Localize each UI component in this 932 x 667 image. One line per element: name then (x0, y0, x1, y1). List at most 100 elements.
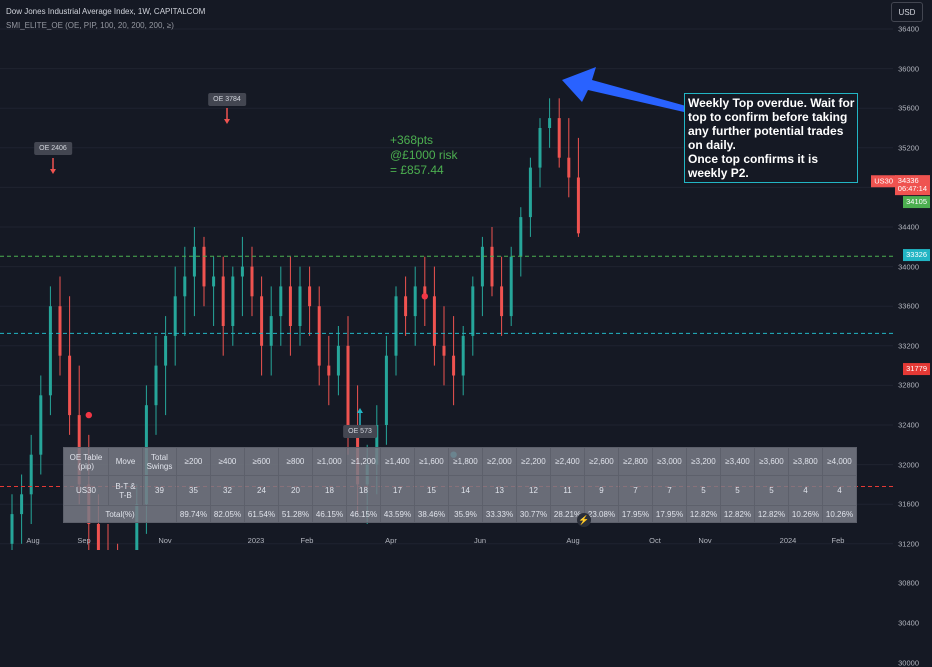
swing-count-cell: 14 (448, 475, 483, 506)
swing-percent-cell: 51.28% (278, 505, 313, 523)
swing-count-cell: 7 (652, 475, 687, 506)
swing-percent-cell: 43.59% (380, 505, 415, 523)
level-header-cell: ≥2,800 (618, 447, 653, 476)
candle-body (164, 335, 168, 366)
candle-body (442, 345, 446, 356)
candle (202, 236, 206, 307)
candle-body (288, 286, 292, 326)
level-header-cell: ≥4,000 (822, 447, 857, 476)
candle (107, 524, 109, 550)
candle (39, 375, 43, 475)
candle (308, 266, 312, 336)
candle-body (183, 276, 187, 297)
level-header-cell: ≥3,800 (788, 447, 823, 476)
swing-count-cell: 4 (788, 475, 823, 506)
candle-body (192, 246, 196, 277)
candle (29, 434, 33, 524)
currency-button[interactable]: USD (891, 2, 923, 22)
level-header-cell: ≥2,200 (516, 447, 551, 476)
swing-count-cell: 18 (312, 475, 347, 506)
price-tick-label: 30400 (898, 618, 919, 628)
swing-count-cell: 9 (584, 475, 619, 506)
candle-body (250, 266, 254, 297)
time-tick-label: Jun (473, 536, 487, 545)
level-header-cell: ≥1,200 (346, 447, 381, 476)
candle (490, 227, 494, 297)
lightning-icon[interactable]: ⚡ (577, 513, 591, 527)
note-line-4: on daily. (688, 138, 736, 152)
symbol-cell: US30 (63, 475, 109, 506)
level-header-cell: ≥1,000 (312, 447, 347, 476)
candle (240, 236, 244, 317)
oe-573-label: OE 573 (343, 425, 377, 438)
swing-count-cell: 4 (822, 475, 857, 506)
candle-body (538, 128, 542, 168)
oe-2406-label: OE 2406 (34, 142, 72, 155)
candle (480, 236, 484, 317)
level-header-cell: ≥2,000 (482, 447, 517, 476)
chart-title: Dow Jones Industrial Average Index, 1W, … (6, 7, 206, 16)
price-tick-label: 32400 (898, 420, 919, 430)
level-header-cell: ≥3,600 (754, 447, 789, 476)
candle (10, 494, 14, 550)
candle-body (173, 296, 177, 336)
level-header-cell: ≥3,200 (686, 447, 721, 476)
swing-percent-cell: 17.95% (652, 505, 687, 523)
candle-body (432, 296, 436, 346)
symbol-tag: US30 (871, 175, 896, 187)
candle (117, 543, 119, 550)
level-header-cell: ≥200 (176, 447, 211, 476)
candle-body (471, 286, 475, 336)
candle-body (68, 355, 72, 416)
note-line-2: top to confirm before taking (688, 110, 848, 124)
candle (58, 276, 62, 376)
swing-count-cell: 35 (176, 475, 211, 506)
candle (336, 326, 340, 396)
candle (68, 296, 72, 435)
candle (164, 316, 168, 416)
swing-percent-cell: 12.82% (720, 505, 755, 523)
swing-count-cell: 5 (754, 475, 789, 506)
candle-body (327, 365, 331, 376)
price-tick-label: 35600 (898, 103, 919, 113)
profit-amount: = £857.44 (390, 163, 444, 177)
level-header-cell: ≥2,400 (550, 447, 585, 476)
swing-count-cell: 15 (414, 475, 449, 506)
candle (221, 256, 225, 356)
price-tick-label: 34000 (898, 262, 919, 272)
candle (279, 266, 283, 346)
candle (548, 98, 552, 148)
note-line-5: Once top confirms it is (688, 152, 819, 166)
swing-count-cell: 24 (244, 475, 279, 506)
current-price-tag: 34336 06:47:14 (894, 175, 930, 195)
swing-count-cell: 5 (720, 475, 755, 506)
swing-count-cell: 18 (346, 475, 381, 506)
time-tick-label: Nov (158, 536, 172, 545)
swing-count-cell: 5 (686, 475, 721, 506)
candle (173, 266, 177, 366)
candle-body (557, 118, 561, 158)
candle-body (404, 296, 408, 317)
candle-body (269, 316, 273, 346)
candle (384, 335, 388, 445)
oe-table-header-cell: OE Table (pip) (63, 447, 109, 476)
candle (183, 246, 187, 336)
swing-count-cell: 11 (550, 475, 585, 506)
candle-body (548, 118, 552, 128)
swing-count-cell: 17 (380, 475, 415, 506)
candle-body (576, 177, 580, 234)
indicator-label[interactable]: SMI_ELITE_OE (OE, PIP, 100, 20, 200, 200… (6, 21, 174, 30)
swing-count-cell: 13 (482, 475, 517, 506)
candle (528, 157, 532, 237)
swing-percent-cell: 30.77% (516, 505, 551, 523)
candle-body (212, 276, 216, 287)
level-header-cell: ≥2,600 (584, 447, 619, 476)
price-tick-label: 33200 (898, 341, 919, 351)
total-swings-cell: 39 (142, 475, 177, 506)
oe-table-header-row: OE Table (pip) Move Total Swings ≥200 ≥400 ≥… (63, 447, 857, 476)
total-percent-label: Total(%) (63, 505, 177, 523)
candle (557, 98, 561, 168)
move-header-cell: Move (108, 447, 143, 476)
bar-countdown: 06:47:14 (897, 184, 927, 193)
candle-body (221, 276, 225, 326)
